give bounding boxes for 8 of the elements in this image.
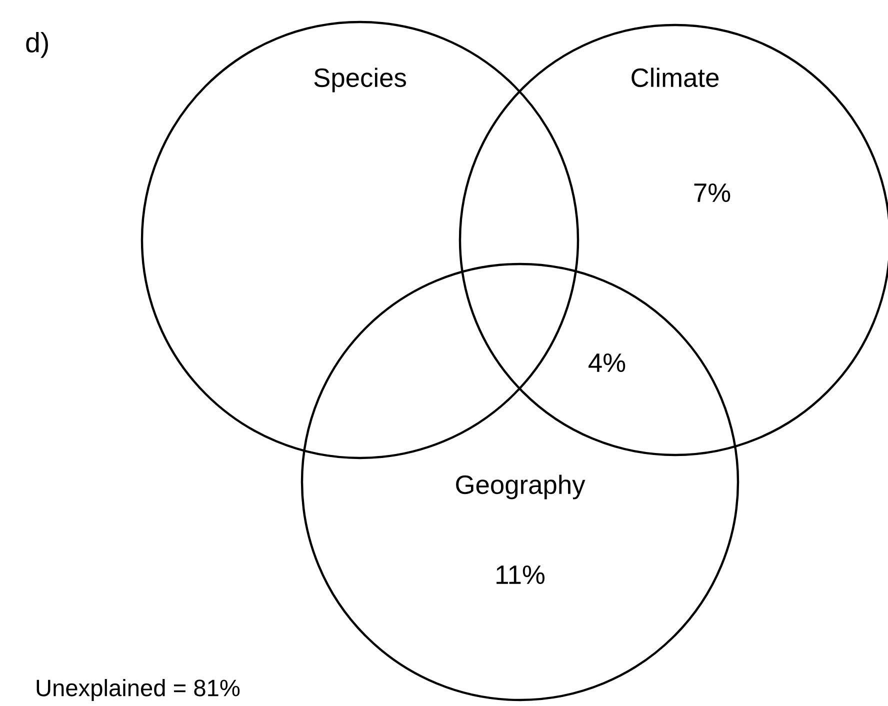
- data-label: 11%: [496, 566, 544, 584]
- text: Species: [314, 68, 406, 92]
- text: d): [26, 32, 48, 58]
- data-label: 7%: [694, 184, 730, 202]
- text: Geography: [456, 474, 586, 500]
- data-label: 4%: [588, 354, 626, 372]
- text: Climate: [632, 68, 719, 88]
- data-label: Unexplained = 81%: [36, 678, 240, 702]
